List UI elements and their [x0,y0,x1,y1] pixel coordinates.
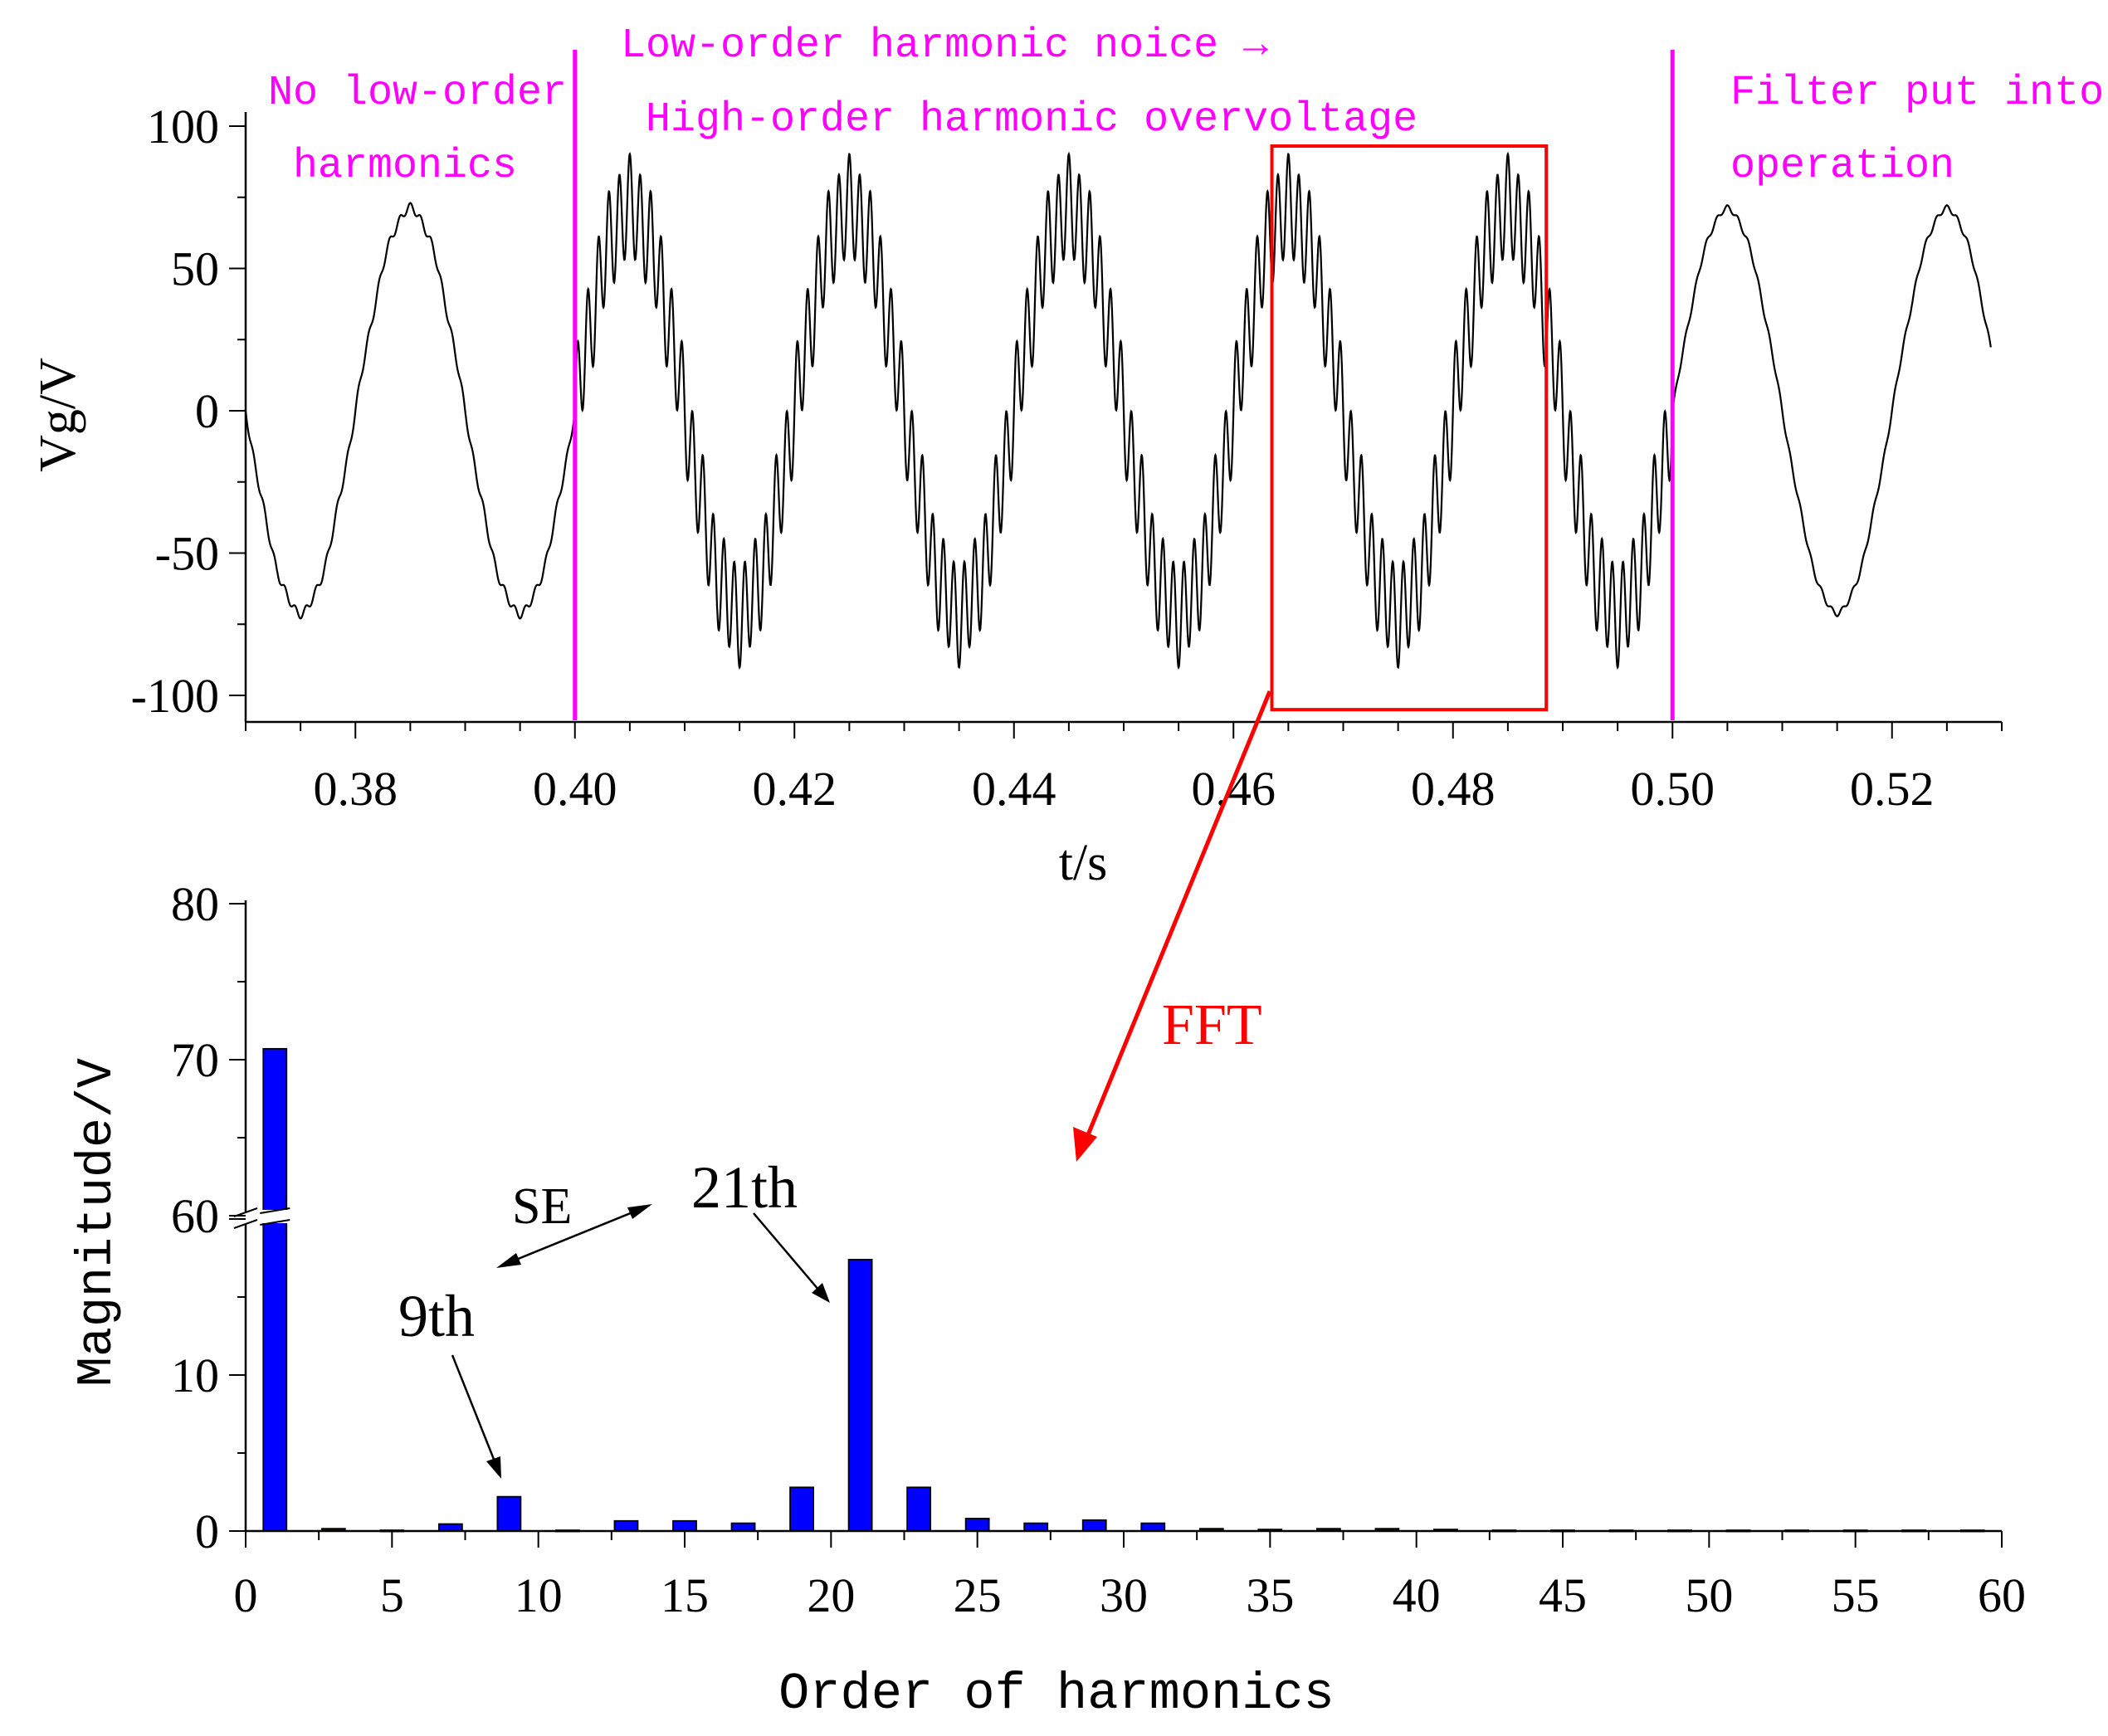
top-x-tick-label: 0.50 [1631,762,1715,816]
h21-arrow [753,1212,830,1303]
fft-label: FFT [1162,993,1262,1057]
axis-break-mark [233,1219,258,1229]
top-x-axis-label: t/s [1059,835,1108,891]
bar-order-27 [1023,1522,1049,1532]
bar-break-line [260,1207,290,1214]
top-y-tick-label: -100 [131,669,219,723]
h9-label: 9th [398,1283,475,1349]
bar-order-7 [437,1523,463,1532]
bar-order-21 [847,1258,873,1532]
top-y-tick-label: 0 [195,384,219,438]
no-harmonics-label-line-2: harmonics [293,143,517,190]
bottom-x-tick-label: 50 [1685,1568,1733,1622]
bottom-y-tick-label: 10 [171,1348,219,1402]
filter-label-line-1: Filter put into [1730,70,2104,117]
bar-order-9 [496,1495,522,1532]
bar-order-15 [672,1519,697,1532]
bottom-x-tick-label: 10 [515,1568,563,1622]
bottom-x-tick-label: 55 [1832,1568,1880,1622]
filter-label-line-2: operation [1730,143,1954,190]
low-order-noise-label: Low-order harmonic noice → [621,22,1268,70]
bar-order-23 [906,1486,932,1532]
top-x-tick-label: 0.52 [1850,762,1935,816]
top-x-tick-label: 0.42 [753,762,837,816]
bottom-y-tick-label: 70 [171,1033,219,1087]
bar-order-31 [1140,1522,1166,1532]
bottom-y-axis-label: Magnitude/V [70,1058,126,1387]
top-y-axis-label: Vg/V [30,358,86,472]
top-y-tick-label: 50 [171,242,219,296]
bottom-x-tick-label: 15 [661,1568,709,1622]
bottom-x-tick-label: 20 [807,1568,855,1622]
fft-arrow [1073,690,1272,1162]
bottom-y-tick-label: 0 [195,1504,219,1558]
se-double-arrow [496,1204,652,1268]
top-x-tick-label: 0.38 [314,762,398,816]
top-y-tick-label: -50 [155,527,219,581]
top-x-tick-label: 0.40 [533,762,617,816]
bottom-y-tick-label: 80 [171,877,219,931]
bottom-x-axis-label: Order of harmonics [778,1665,1335,1724]
h21-label: 21th [691,1154,798,1221]
top-y-tick-label: 100 [147,100,219,154]
no-harmonics-label-line-1: No low-order [268,70,567,117]
bottom-x-tick-label: 45 [1539,1568,1587,1622]
bottom-x-tick-label: 30 [1100,1568,1148,1622]
bottom-x-tick-label: 25 [954,1568,1002,1622]
bar-order-17 [730,1522,756,1532]
bar-break-gap [260,1210,290,1223]
h9-arrow [451,1354,501,1479]
bottom-y-tick-label: 60 [171,1189,219,1243]
bottom-x-tick-label: 5 [380,1568,404,1622]
bottom-x-tick-label: 0 [234,1568,258,1622]
waveform-line [244,151,1992,671]
bar-order-13 [613,1519,639,1532]
top-x-tick-label: 0.44 [972,762,1056,816]
bar-order-25 [964,1518,990,1532]
fft-window-box [1270,144,1549,712]
top-x-tick-label: 0.46 [1192,762,1276,816]
top-x-tick-label: 0.48 [1411,762,1496,816]
waveform-chart: 100 50 0 -50 -100 0.38 0.40 0.42 0.44 0.46 0.48 0.5… [30,22,2104,891]
bottom-x-tick-label: 40 [1393,1568,1441,1622]
bar-order-1 [262,1047,288,1532]
harmonic-spectrum-chart: 0 10 60 70 80 0 5 10 15 20 25 30 35 40 45 50 55 60 Order … [70,877,2026,1724]
bar-order-29 [1081,1519,1107,1532]
se-label: SE [512,1178,572,1235]
bottom-x-tick-label: 60 [1978,1568,2026,1622]
bottom-x-tick-label: 35 [1246,1568,1294,1622]
bar-break-line [260,1219,290,1226]
bar-order-19 [789,1486,814,1532]
high-order-overvoltage-label: High-order harmonic overvoltage [646,96,1418,144]
